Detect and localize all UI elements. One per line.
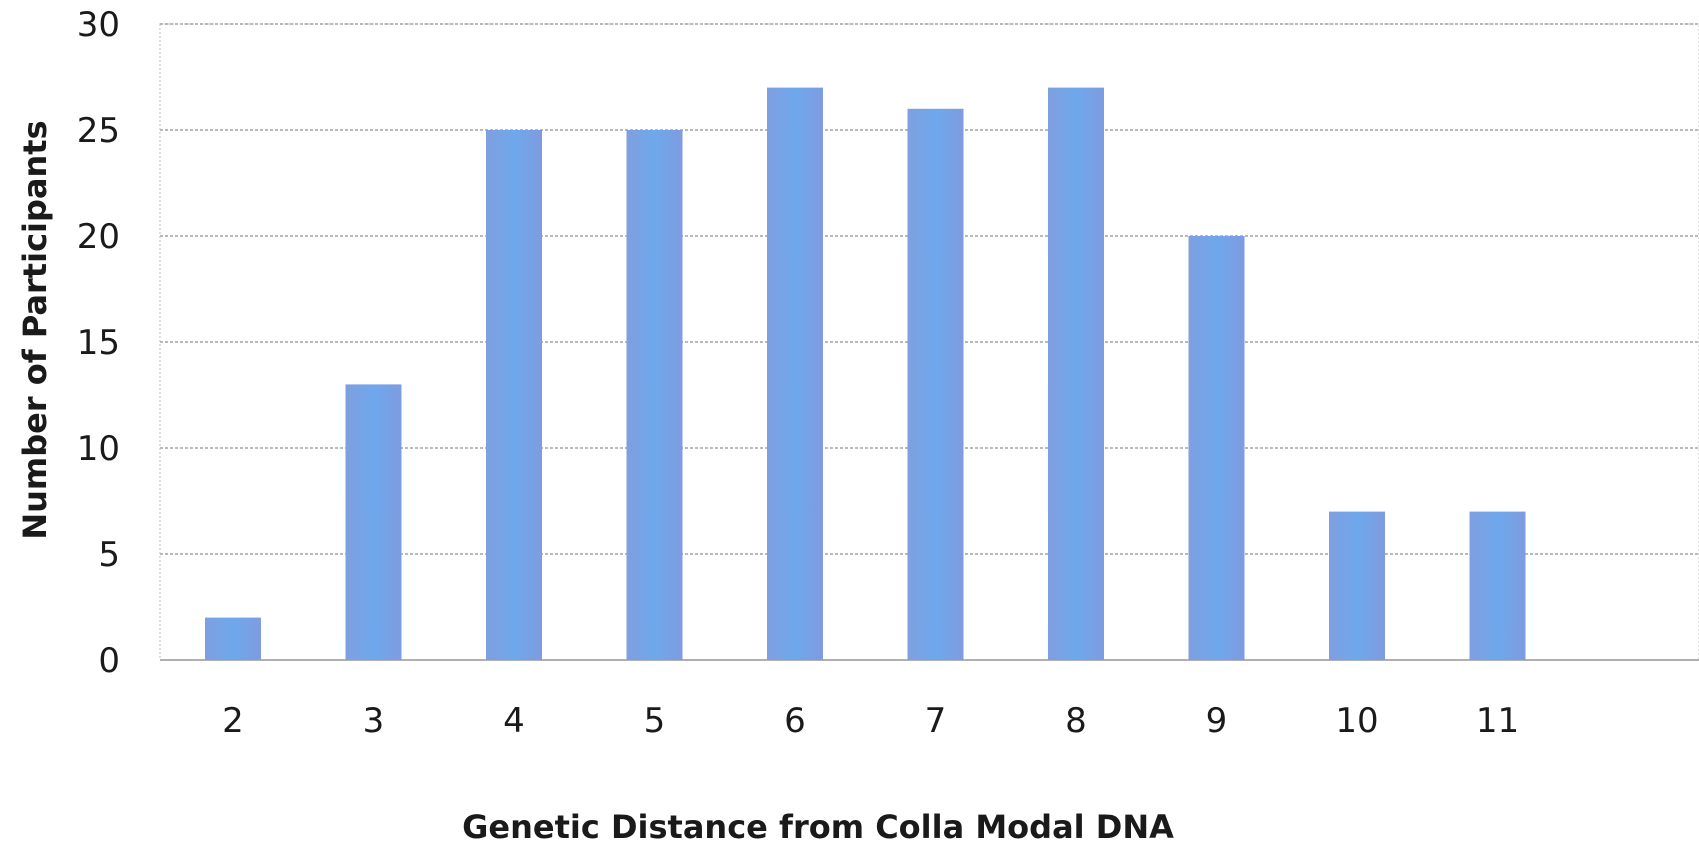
x-tick-label: 11 [1476, 701, 1519, 741]
bar [1329, 511, 1385, 660]
x-tick-label: 6 [784, 701, 806, 741]
bar [907, 108, 964, 661]
bar [345, 384, 402, 660]
x-tick-label: 7 [925, 701, 947, 741]
x-axis-ticks: 2 3 4 5 6 7 8 9 10 11 [222, 701, 1519, 741]
bar [1048, 87, 1104, 661]
bar [1188, 236, 1245, 660]
bar [205, 617, 261, 660]
bar [486, 130, 542, 660]
x-tick-label: 2 [222, 701, 244, 741]
bars [205, 87, 1526, 661]
bar [626, 130, 683, 660]
x-tick-label: 3 [363, 701, 385, 741]
y-tick-label: 15 [77, 323, 120, 363]
x-tick-label: 5 [644, 701, 666, 741]
bar [767, 87, 823, 661]
y-axis-ticks: 0 5 10 15 20 25 30 [77, 5, 120, 681]
x-tick-label: 9 [1206, 701, 1228, 741]
x-tick-label: 8 [1065, 701, 1087, 741]
y-tick-label: 20 [77, 217, 120, 257]
x-tick-label: 4 [503, 701, 525, 741]
y-tick-label: 10 [77, 429, 120, 469]
y-tick-label: 25 [77, 111, 120, 151]
bar [1469, 511, 1526, 660]
x-axis-title: Genetic Distance from Colla Modal DNA [462, 808, 1174, 846]
y-tick-label: 0 [98, 641, 120, 681]
y-tick-label: 30 [77, 5, 120, 45]
y-axis-title: Number of Participants [16, 120, 54, 539]
x-tick-label: 10 [1335, 701, 1378, 741]
y-tick-label: 5 [98, 535, 120, 575]
